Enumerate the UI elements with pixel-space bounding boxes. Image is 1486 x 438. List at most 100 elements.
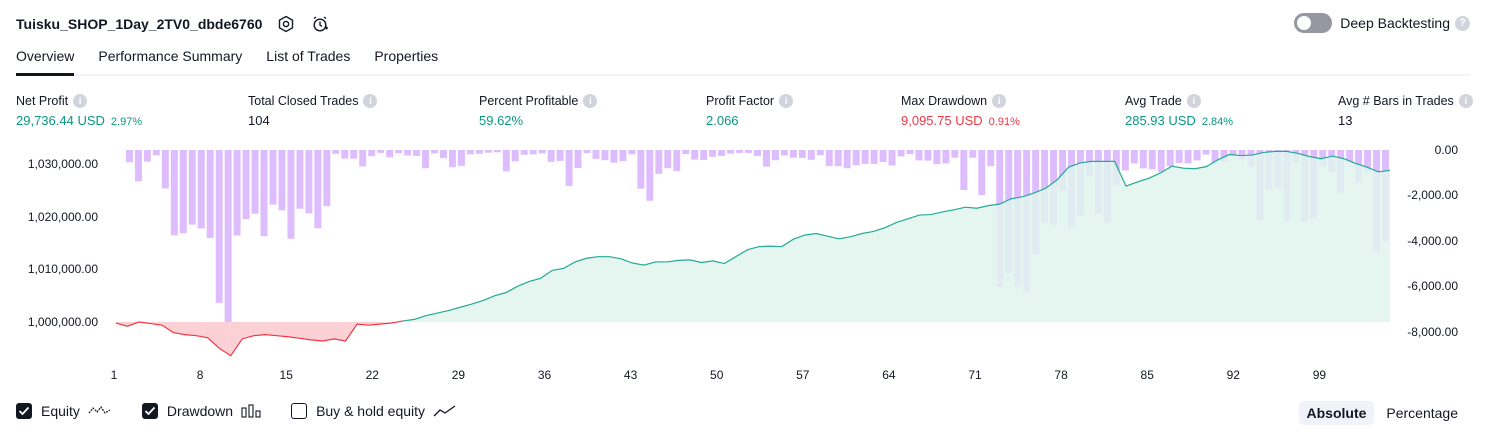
deep-backtesting-label: Deep Backtesting: [1340, 15, 1450, 31]
drawdown-bar: [278, 150, 286, 211]
info-icon[interactable]: i: [779, 94, 794, 108]
deep-backtesting: Deep Backtesting ?: [1294, 13, 1470, 33]
drawdown-bar: [448, 150, 456, 168]
drawdown-bar: [296, 150, 304, 209]
drawdown-bar: [538, 150, 546, 154]
drawdown-bar: [1130, 150, 1138, 164]
report-tabs: Overview Performance Summary List of Tra…: [16, 48, 1470, 76]
x-axis-tick: 57: [796, 368, 810, 382]
drawdown-bar: [843, 150, 851, 169]
settings-icon[interactable]: [276, 14, 296, 34]
info-icon[interactable]: i: [992, 94, 1007, 108]
metric-sub: 2.84%: [1201, 116, 1234, 128]
drawdown-bar: [888, 150, 896, 166]
metric-label: Avg # Bars in Trades: [1338, 94, 1454, 108]
info-icon[interactable]: i: [583, 94, 598, 108]
drawdown-bar: [754, 150, 761, 156]
x-axis-tick: 85: [1141, 368, 1155, 382]
drawdown-bar: [332, 150, 340, 154]
drawdown-bar: [134, 150, 142, 182]
legend-drawdown[interactable]: Drawdown: [141, 403, 261, 419]
drawdown-bar: [547, 150, 555, 162]
drawdown-bar: [664, 150, 672, 169]
metric-label: Avg Trade: [1125, 94, 1182, 108]
metric-label: Max Drawdown: [901, 94, 988, 108]
drawdown-bar: [1238, 150, 1246, 160]
info-icon[interactable]: i: [363, 94, 378, 108]
tab-performance-summary[interactable]: Performance Summary: [98, 48, 243, 64]
drawdown-bar: [870, 150, 878, 164]
drawdown-bar: [287, 150, 295, 239]
equity-lines: [115, 150, 1391, 357]
checkbox-checked-icon[interactable]: [141, 403, 158, 419]
legend-label: Equity: [41, 403, 80, 419]
left-axis-tick: 1,030,000.00: [28, 157, 98, 171]
drawdown-bar: [1229, 150, 1237, 156]
drawdown-bar: [807, 150, 815, 160]
drawdown-bar: [493, 150, 501, 153]
drawdown-bar: [1139, 150, 1147, 169]
metric-value: 285.93 USD: [1125, 113, 1196, 128]
drawdown-bar: [709, 150, 717, 157]
drawdown-bar: [439, 150, 447, 159]
drawdown-bar: [1184, 150, 1192, 164]
drawdown-bar: [718, 150, 726, 156]
drawdown-bar: [502, 150, 510, 172]
mode-absolute[interactable]: Absolute: [1298, 401, 1375, 425]
strategy-title: Tuisku_SHOP_1Day_2TV0_dbde6760: [16, 16, 263, 32]
drawdown-bar: [314, 150, 322, 229]
drawdown-bar: [933, 150, 941, 165]
drawdown-bar: [233, 150, 241, 236]
right-axis-tick: -8,000.00: [1407, 325, 1458, 339]
tab-overview[interactable]: Overview: [16, 48, 75, 76]
info-icon[interactable]: i: [1458, 94, 1473, 108]
checkbox-checked-icon[interactable]: [16, 403, 32, 419]
drawdown-bar: [529, 150, 537, 155]
help-icon[interactable]: ?: [1455, 15, 1470, 31]
drawdown-bar: [206, 150, 214, 239]
metric-label: Profit Factor: [706, 94, 775, 108]
left-axis-tick: 1,000,000.00: [28, 315, 98, 329]
checkbox-unchecked-icon[interactable]: [291, 403, 308, 419]
legend-buy-hold[interactable]: Buy & hold equity: [291, 403, 457, 419]
tab-list-of-trades[interactable]: List of Trades: [266, 48, 351, 64]
drawdown-bar: [574, 150, 582, 168]
legend-label: Buy & hold equity: [316, 403, 426, 419]
x-axis-tick: 43: [624, 368, 638, 382]
info-icon[interactable]: i: [1186, 94, 1201, 108]
x-axis-tick: 1: [111, 368, 118, 382]
add-alert-icon[interactable]: [310, 14, 330, 34]
drawdown-bar: [906, 150, 914, 155]
drawdown-bar: [942, 150, 950, 164]
legend-equity[interactable]: Equity: [16, 403, 112, 419]
drawdown-bar: [637, 150, 645, 189]
info-icon[interactable]: i: [73, 94, 88, 108]
metric-value: 104: [248, 113, 270, 128]
drawdown-bar: [565, 150, 573, 186]
mode-percentage[interactable]: Percentage: [1386, 405, 1458, 421]
drawdown-bar: [691, 150, 699, 160]
drawdown-bar: [924, 150, 932, 161]
tab-properties[interactable]: Properties: [374, 48, 439, 64]
drawdown-bar: [368, 150, 376, 157]
left-axis-tick: 1,010,000.00: [28, 262, 98, 276]
x-axis-tick: 92: [1227, 368, 1241, 382]
equity-drawdown-chart[interactable]: 1,030,000.00 1,020,000.00 1,010,000.00 1,00…: [0, 138, 1486, 398]
metric-percent-profitable: Percent Profitable i 59.62%: [479, 93, 598, 128]
drawdown-bar: [798, 150, 806, 158]
x-axis-tick: 8: [197, 368, 204, 382]
drawdown-bar: [188, 150, 196, 225]
drawdown-bar: [484, 150, 492, 153]
deep-backtesting-toggle[interactable]: [1294, 13, 1333, 33]
x-axis-tick: 36: [538, 368, 552, 382]
x-axis-tick: 50: [710, 368, 724, 382]
drawdown-bar: [1346, 150, 1354, 163]
drawdown-bar: [161, 150, 169, 189]
x-axis-tick: 15: [280, 368, 294, 382]
drawdown-bar: [700, 150, 708, 161]
drawdown-bar: [170, 150, 178, 236]
drawdown-bar: [978, 150, 986, 196]
drawdown-bar: [1059, 150, 1067, 191]
drawdown-bar: [143, 150, 151, 162]
drawdown-bar: [852, 150, 860, 166]
